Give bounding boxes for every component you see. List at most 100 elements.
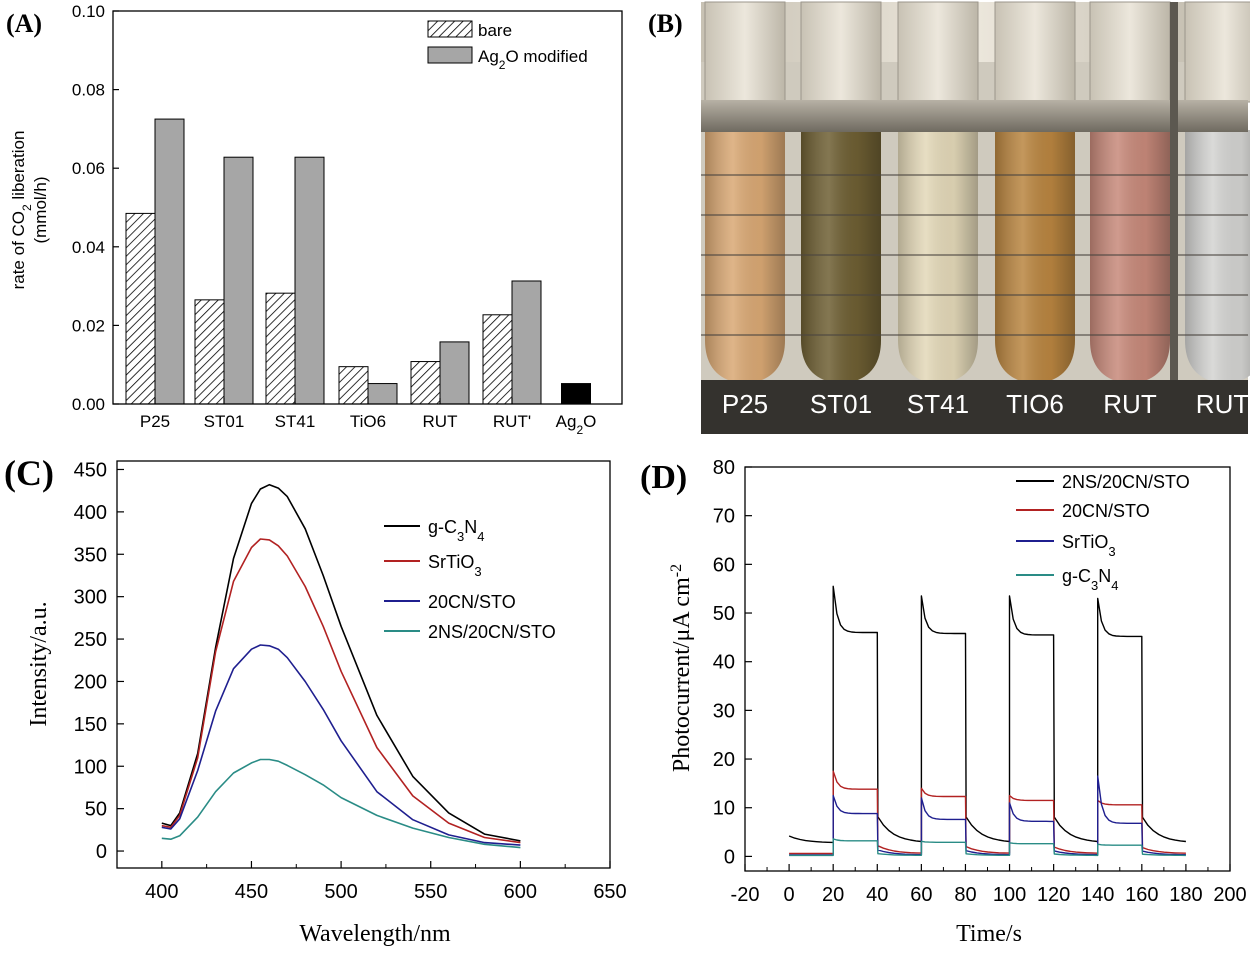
x-tick-label: 20 bbox=[822, 884, 844, 906]
x-tick-label: -20 bbox=[731, 884, 760, 906]
y-tick-label: 0.08 bbox=[72, 81, 105, 100]
x-tick-label: 200 bbox=[1213, 884, 1246, 906]
x-tick-label: ST01 bbox=[204, 412, 245, 431]
y-tick-label: 10 bbox=[713, 798, 735, 820]
series-line-SrTiO3 bbox=[161, 538, 521, 844]
panel-d-label: (D) bbox=[640, 459, 687, 496]
legend-label: SrTiO3 bbox=[1062, 532, 1116, 559]
x-tick-label: 500 bbox=[324, 881, 357, 903]
panel-b-photo: P25 ST01 ST41 TIO6 RUT RUT' (B) bbox=[648, 1, 1250, 434]
y-tick-label: 0.00 bbox=[72, 395, 105, 414]
photo-rack-base bbox=[701, 380, 1248, 434]
legend-label: 20CN/STO bbox=[428, 592, 516, 612]
panel-c-y-axis-label: Intensity/a.u. bbox=[26, 601, 52, 726]
x-tick-label: P25 bbox=[140, 412, 170, 431]
tube-label: ST01 bbox=[810, 389, 872, 419]
x-tick-label: 450 bbox=[235, 881, 268, 903]
tube-shading bbox=[1090, 130, 1170, 384]
y-tick-label: 0.10 bbox=[72, 2, 105, 21]
bar-modified-ST41 bbox=[294, 156, 325, 405]
tube-glass-top bbox=[704, 1, 786, 103]
series-line-20CN/STO bbox=[161, 644, 521, 846]
x-tick-label: 160 bbox=[1125, 884, 1158, 906]
panel-d-plot-frame bbox=[744, 466, 1231, 872]
y-tick-label: 0 bbox=[724, 846, 735, 868]
bar-bare-ST01 bbox=[194, 299, 225, 405]
x-tick-label: 600 bbox=[504, 881, 537, 903]
rack-post bbox=[1170, 2, 1178, 434]
y-tick-label: 450 bbox=[74, 459, 107, 481]
tube-glass-top bbox=[897, 1, 979, 103]
series-line-SrTiO3 bbox=[789, 775, 1186, 856]
x-tick-label: 0 bbox=[784, 884, 795, 906]
panel-a-plot-frame bbox=[112, 10, 623, 405]
x-tick-label: ST41 bbox=[275, 412, 316, 431]
y-tick-label: 30 bbox=[713, 700, 735, 722]
legend-label: SrTiO3 bbox=[428, 552, 482, 579]
series-line-20CN/STO bbox=[789, 770, 1186, 855]
tube-glass-top bbox=[994, 1, 1076, 103]
y-tick-label: 20 bbox=[713, 749, 735, 771]
y-tick-label: 200 bbox=[74, 671, 107, 693]
y-tick-label: 0.02 bbox=[72, 316, 105, 335]
x-tick-label: Ag2O bbox=[556, 412, 597, 437]
tube-label: ST41 bbox=[907, 389, 969, 419]
tube-shading bbox=[898, 130, 978, 384]
tube-glass-top bbox=[1089, 1, 1171, 103]
x-tick-label: 140 bbox=[1081, 884, 1114, 906]
legend-label: 2NS/20CN/STO bbox=[428, 622, 556, 642]
x-tick-label: 80 bbox=[954, 884, 976, 906]
panel-d-line-chart: (D) -20 0 20 40 60 80 100 120 140 160 180 200 0 10 20 3… bbox=[640, 457, 1247, 947]
tube-label: RUT bbox=[1103, 389, 1157, 419]
y-tick-label: 50 bbox=[85, 799, 107, 821]
photo-rack-top-bar bbox=[701, 100, 1248, 132]
panel-d-x-axis-label: Time/s bbox=[956, 921, 1022, 947]
legend-label: 2NS/20CN/STO bbox=[1062, 472, 1190, 492]
y-tick-label: 70 bbox=[713, 506, 735, 528]
tube-label: RUT' bbox=[1196, 389, 1250, 419]
y-tick-label: 40 bbox=[713, 652, 735, 674]
x-tick-label: 550 bbox=[414, 881, 447, 903]
y-tick-label: 60 bbox=[713, 554, 735, 576]
x-tick-label: 400 bbox=[145, 881, 178, 903]
y-tick-label: 0.06 bbox=[72, 159, 105, 178]
tube-label: P25 bbox=[722, 389, 768, 419]
x-tick-label: 120 bbox=[1037, 884, 1070, 906]
bar-bare-TiO6 bbox=[338, 366, 369, 405]
bar-modified-RUT bbox=[439, 341, 470, 405]
x-tick-label: 100 bbox=[993, 884, 1026, 906]
bar-bare-P25 bbox=[125, 212, 156, 405]
panel-a-bar-chart: (A) 0.00 0.02 0.04 0.06 0.08 0.10 P25 ST01 ST41… bbox=[6, 2, 623, 437]
x-tick-label: 60 bbox=[910, 884, 932, 906]
y-tick-label: 100 bbox=[74, 756, 107, 778]
tube-label: TIO6 bbox=[1006, 389, 1064, 419]
bar-bare-RUT' bbox=[482, 314, 513, 405]
series-line-2NS/20CN/STO bbox=[161, 758, 521, 849]
tube-shading bbox=[1185, 130, 1250, 384]
y-tick-label: 300 bbox=[74, 587, 107, 609]
x-tick-label: 650 bbox=[593, 881, 626, 903]
legend-label: bare bbox=[478, 21, 512, 40]
legend-swatch bbox=[427, 20, 473, 38]
bar-modified-TiO6 bbox=[367, 383, 398, 405]
tube-glass-top bbox=[800, 1, 882, 103]
panel-b-label: (B) bbox=[648, 9, 683, 38]
panel-c-label: (C) bbox=[4, 453, 54, 493]
y-tick-label: 400 bbox=[74, 502, 107, 524]
panel-a-y-axis-unit: (mmol/h) bbox=[31, 176, 50, 243]
y-tick-label: 0.04 bbox=[72, 238, 105, 257]
y-tick-label: 50 bbox=[713, 603, 735, 625]
panel-a-label: (A) bbox=[6, 9, 42, 38]
legend-label: 20CN/STO bbox=[1062, 501, 1150, 521]
series-line-g-C3N4 bbox=[161, 483, 521, 842]
x-tick-label: TiO6 bbox=[350, 412, 386, 431]
panel-c-plot-frame bbox=[116, 460, 611, 869]
tube-shading bbox=[995, 130, 1075, 384]
bar-bare-ST41 bbox=[265, 292, 296, 405]
panel-d-y-axis-label: Photocurrent/μA cm-2 bbox=[668, 564, 696, 772]
legend-label: Ag2O modified bbox=[478, 47, 588, 72]
bar-modified-ST01 bbox=[223, 156, 254, 405]
tube-glass-top bbox=[1184, 1, 1250, 103]
x-tick-label: RUT' bbox=[493, 412, 531, 431]
x-tick-label: 180 bbox=[1169, 884, 1202, 906]
